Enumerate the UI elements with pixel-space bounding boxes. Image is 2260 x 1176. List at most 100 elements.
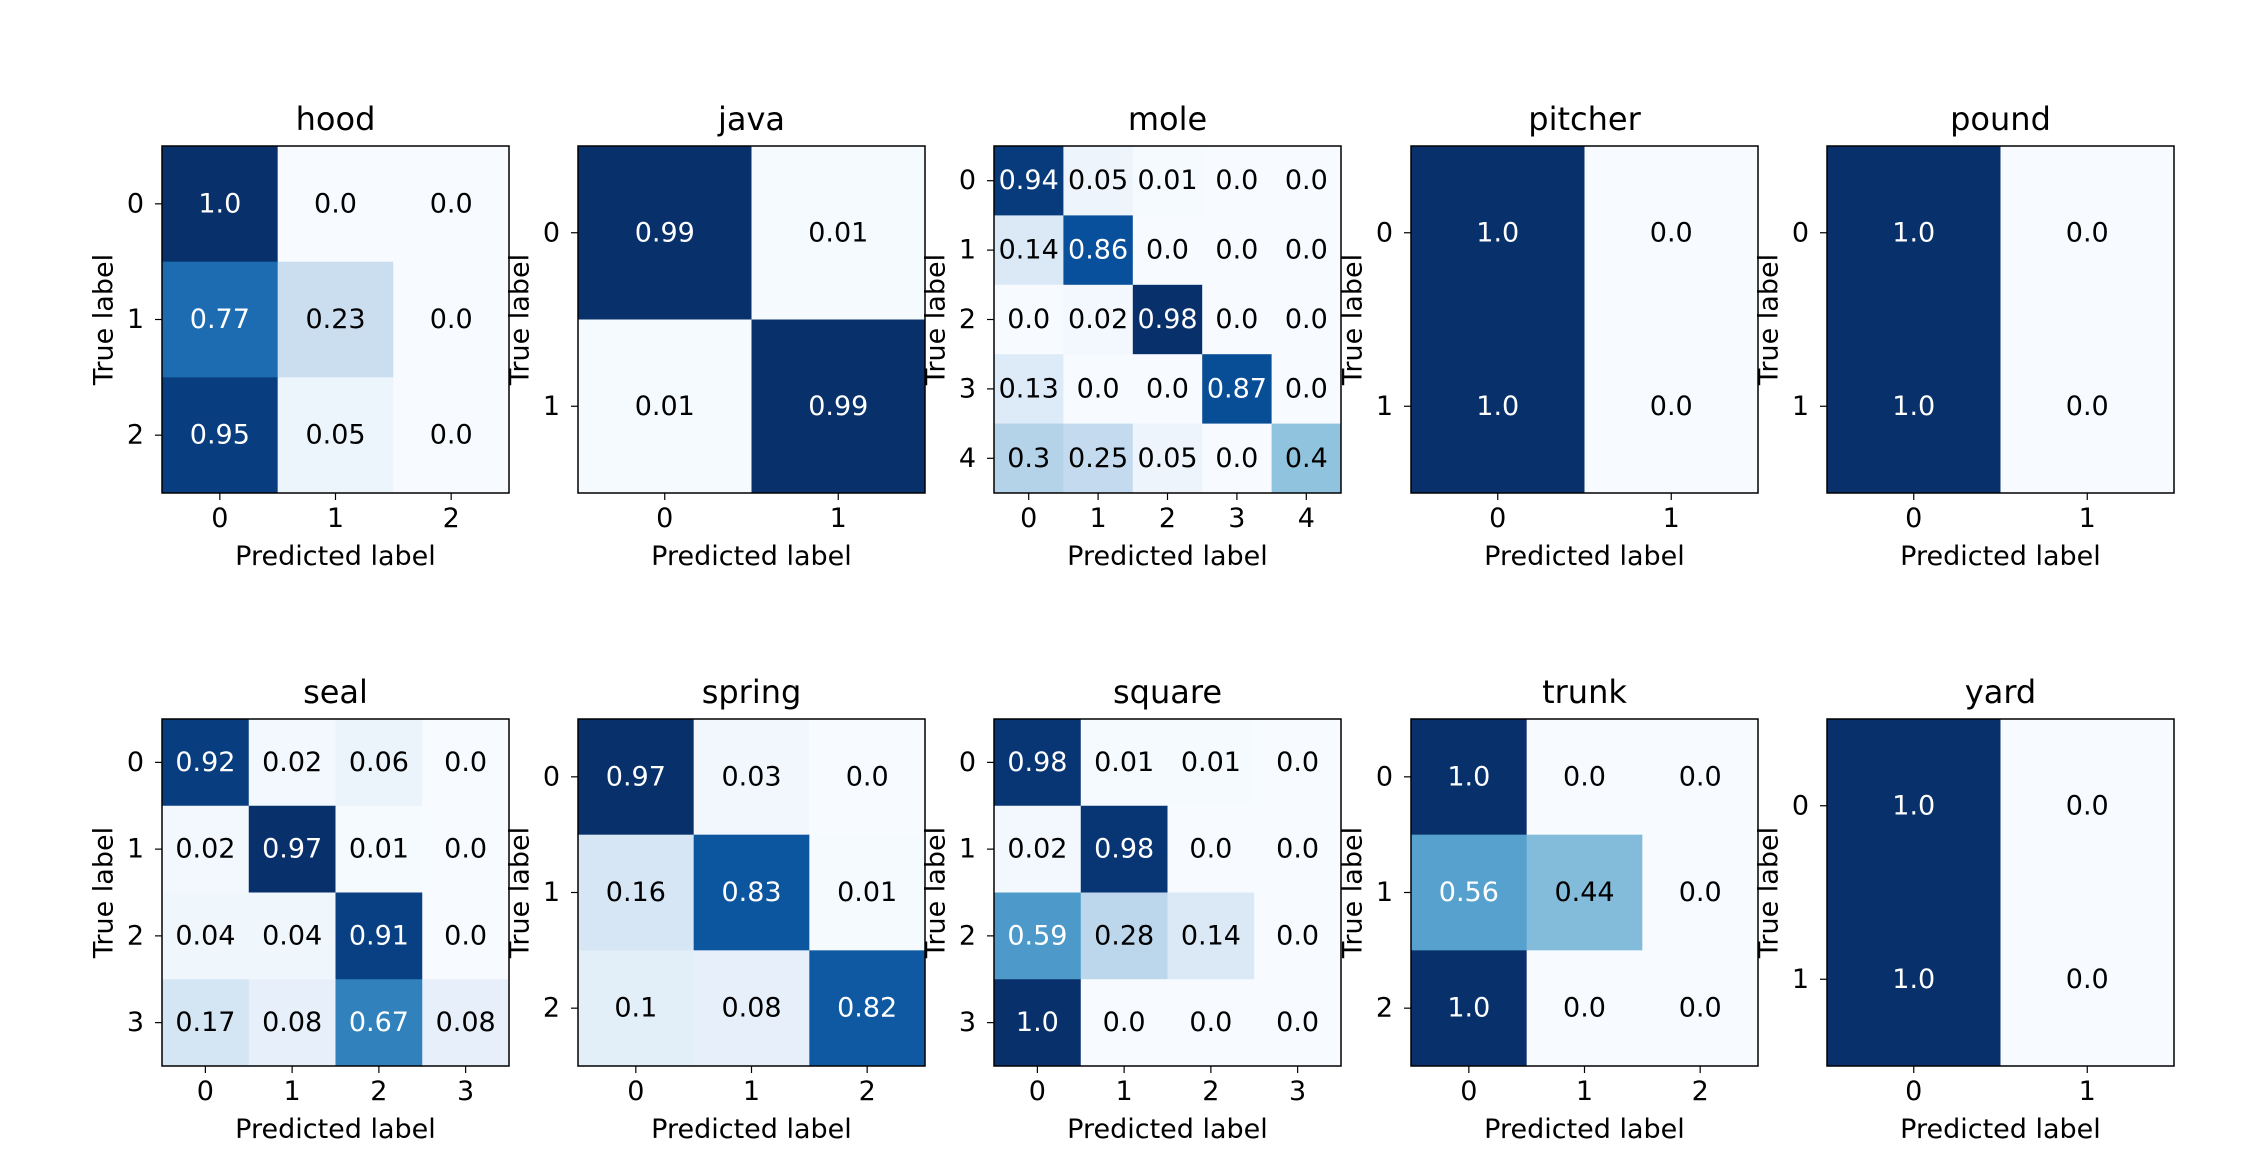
heatmap-cell — [335, 719, 423, 807]
heatmap-cell — [2000, 146, 2175, 320]
cell-value-label: 0.0 — [430, 188, 473, 219]
x-axis-label: Predicted label — [1900, 541, 2101, 572]
y-tick-label: 1 — [1792, 964, 1809, 995]
cell-value-label: 0.98 — [1007, 747, 1067, 778]
heatmap-cell — [1167, 719, 1255, 807]
x-axis-label: Predicted label — [1484, 541, 1685, 572]
y-tick-label: 0 — [543, 217, 560, 248]
heatmap-cell — [1411, 146, 1585, 320]
x-tick-label: 2 — [443, 503, 460, 534]
confusion-matrix-seal: 0.92 0.02 0.06 0.00.02 0.97 0.01 0.00.04 0.04 0.… — [89, 673, 510, 1145]
y-tick-label: 1 — [959, 235, 976, 266]
heatmap-cell — [2000, 719, 2175, 893]
cell-value-label: 0.01 — [1094, 747, 1154, 778]
y-tick-label: 4 — [959, 443, 976, 474]
cell-value-label: 0.1 — [614, 993, 657, 1024]
cell-value-label: 0.99 — [808, 391, 868, 422]
x-axis-label: Predicted label — [235, 1114, 436, 1145]
cell-value-label: 1.0 — [1892, 964, 1935, 995]
y-tick-label: 3 — [959, 373, 976, 404]
heatmap-cell — [578, 319, 752, 494]
cell-value-label: 0.0 — [1679, 993, 1722, 1024]
heatmap-cell — [162, 146, 279, 263]
cell-value-label: 0.97 — [262, 834, 322, 865]
heatmap-cell — [1063, 354, 1134, 425]
y-axis-label: True label — [921, 254, 952, 386]
y-tick-label: 1 — [543, 391, 560, 422]
x-tick-label: 0 — [1020, 503, 1037, 534]
heatmap-cell — [1411, 719, 1528, 836]
y-tick-label: 0 — [127, 747, 144, 778]
x-tick-label: 0 — [1905, 503, 1922, 534]
heatmap-cell — [994, 805, 1082, 893]
confusion-matrix-spring: 0.97 0.03 0.0 0.16 0.83 0.01 0.1 0.08 0.82 0 1 2 0 1 2… — [505, 673, 926, 1145]
heatmap-cell — [809, 719, 926, 836]
heatmap-cell — [994, 979, 1082, 1067]
heatmap-cell — [994, 719, 1082, 807]
cell-value-label: 0.0 — [314, 188, 357, 219]
y-tick-label: 1 — [959, 834, 976, 865]
x-axis-label: Predicted label — [651, 541, 852, 572]
cell-value-label: 0.05 — [1137, 443, 1197, 474]
confusion-matrix-yard: 1.0 0.0 1.0 0.0 0 1 0 1 yard Predicted label True … — [1754, 673, 2175, 1145]
y-tick-label: 3 — [127, 1007, 144, 1038]
cell-value-label: 0.0 — [1276, 920, 1319, 951]
cell-value-label: 0.28 — [1094, 920, 1154, 951]
heatmap-cell — [1411, 319, 1585, 494]
cell-value-label: 0.01 — [635, 391, 695, 422]
y-tick-label: 2 — [1376, 993, 1393, 1024]
y-axis-label: True label — [921, 827, 952, 959]
cell-value-label: 0.0 — [1650, 391, 1693, 422]
heatmap-cell — [1526, 950, 1643, 1067]
heatmap-cell — [994, 354, 1064, 425]
cell-value-label: 0.0 — [430, 420, 473, 451]
cell-value-label: 0.0 — [1276, 747, 1319, 778]
heatmap-cell — [248, 719, 336, 807]
heatmap-cell — [1080, 979, 1168, 1067]
y-axis-label: True label — [1338, 827, 1369, 959]
y-tick-label: 2 — [127, 920, 144, 951]
heatmap-cell — [277, 261, 394, 378]
confusion-matrix-java: 0.99 0.01 0.01 0.99 0 1 0 1 java Predicted label T… — [505, 100, 926, 572]
y-axis-label: True label — [1754, 254, 1785, 386]
heatmap-cell — [422, 719, 510, 807]
y-tick-label: 0 — [1792, 790, 1809, 821]
cell-value-label: 1.0 — [1016, 1007, 1059, 1038]
x-tick-label: 1 — [1663, 503, 1680, 534]
heatmap-cell — [277, 146, 394, 263]
y-tick-label: 0 — [1792, 217, 1809, 248]
x-axis-label: Predicted label — [651, 1114, 852, 1145]
cell-value-label: 0.0 — [1276, 1007, 1319, 1038]
x-tick-label: 1 — [1116, 1076, 1133, 1107]
heatmap-cell — [693, 950, 810, 1067]
confusion-matrix-mole: 0.94 0.05 0.01 0.0 0.00.14 0.86 0.0 0.0 0.00.0 0.… — [921, 100, 1342, 572]
cell-value-label: 0.0 — [2066, 391, 2109, 422]
heatmap-cell — [1254, 892, 1342, 980]
heatmap-cell — [1254, 719, 1342, 807]
x-tick-label: 0 — [1029, 1076, 1046, 1107]
heatmap-cell — [1584, 146, 1759, 320]
heatmap-cell — [162, 719, 250, 807]
cell-value-label: 1.0 — [1447, 761, 1490, 792]
heatmap-cell — [335, 892, 423, 980]
heatmap-cell — [578, 950, 695, 1067]
y-tick-label: 1 — [1376, 391, 1393, 422]
cell-value-label: 0.0 — [1146, 235, 1189, 266]
cell-value-label: 1.0 — [1476, 391, 1519, 422]
y-tick-label: 1 — [543, 877, 560, 908]
confusion-matrix-pitcher: 1.0 0.0 1.0 0.0 0 1 0 1 pitcher Predicted label Tr… — [1338, 100, 1759, 572]
cell-value-label: 0.23 — [305, 304, 365, 335]
cell-value-label: 0.94 — [999, 165, 1059, 196]
heatmap-cell — [2000, 892, 2175, 1067]
heatmap-cell — [578, 719, 695, 836]
heatmap-cell — [277, 377, 394, 494]
cell-value-label: 1.0 — [198, 188, 241, 219]
cell-value-label: 0.0 — [1563, 993, 1606, 1024]
cell-value-label: 0.0 — [1103, 1007, 1146, 1038]
heatmap-cell — [994, 892, 1082, 980]
cell-value-label: 0.06 — [349, 747, 409, 778]
heatmap-cell — [1202, 354, 1273, 425]
heatmap-cell — [751, 319, 926, 494]
cell-value-label: 0.08 — [262, 1007, 322, 1038]
heatmap-cell — [1167, 892, 1255, 980]
